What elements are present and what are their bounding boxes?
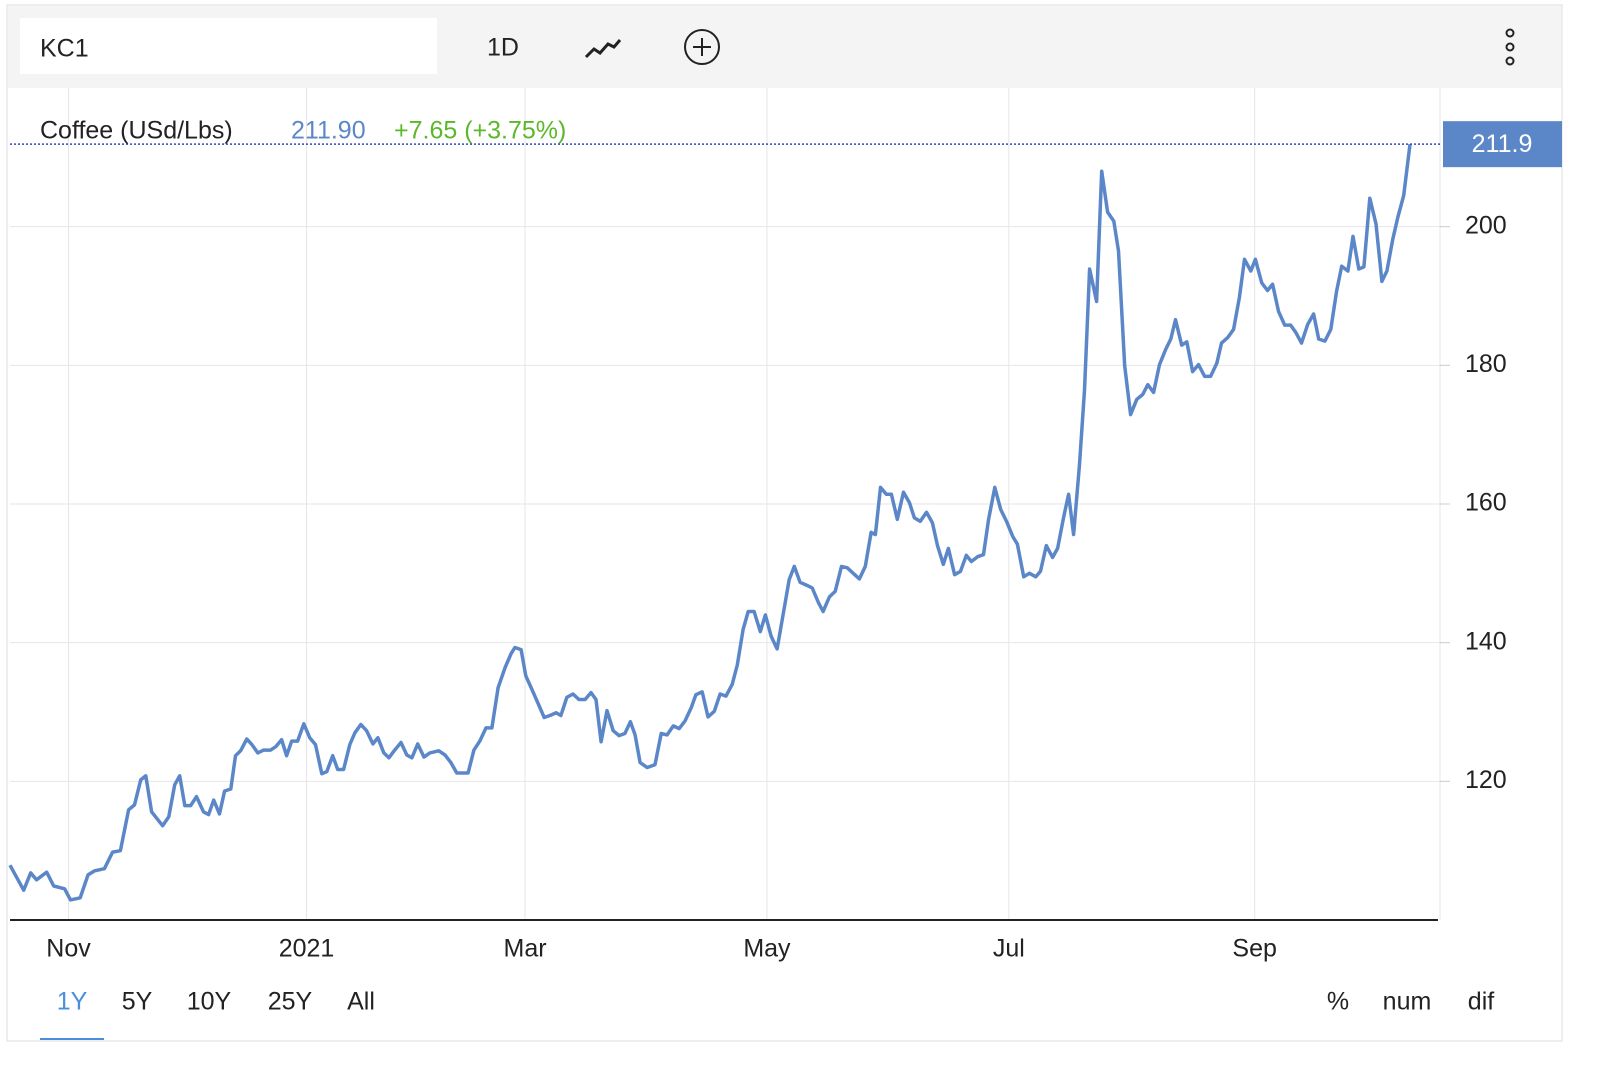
- add-button[interactable]: [684, 29, 720, 65]
- y-tick-label: 200: [1465, 211, 1507, 239]
- change: +7.65 (+3.75%): [394, 117, 566, 145]
- mode-button[interactable]: dif: [1468, 988, 1494, 1016]
- x-tick-label: 2021: [279, 935, 335, 963]
- y-tick-label: 120: [1465, 766, 1507, 794]
- x-tick-label: Jul: [993, 935, 1025, 963]
- symbol-input[interactable]: [20, 18, 437, 74]
- frame: [6, 4, 1563, 1042]
- x-tick-label: May: [743, 935, 791, 963]
- mode-button[interactable]: %: [1327, 988, 1349, 1016]
- chart-type-icon[interactable]: [584, 39, 622, 59]
- range-button[interactable]: 5Y: [122, 988, 153, 1016]
- last-value-badge-label: 211.9: [1472, 130, 1533, 158]
- interval-button[interactable]: 1D: [487, 34, 519, 62]
- range-button[interactable]: 1Y: [57, 988, 88, 1016]
- last-value-badge: [1443, 121, 1562, 168]
- symbol: KC1: [40, 35, 89, 63]
- range-button[interactable]: 25Y: [268, 988, 313, 1016]
- range-button[interactable]: All: [347, 988, 375, 1016]
- mode-button[interactable]: num: [1383, 988, 1432, 1016]
- price-line: [8, 143, 1412, 902]
- y-tick-label: 140: [1465, 627, 1507, 655]
- range-button[interactable]: 10Y: [187, 988, 232, 1016]
- last-value: 211.90: [291, 117, 366, 145]
- x-tick-label: Mar: [504, 935, 547, 963]
- menu-button[interactable]: [1505, 28, 1515, 66]
- x-tick-label: Sep: [1232, 935, 1276, 963]
- y-tick-label: 180: [1465, 350, 1507, 378]
- x-tick-label: Nov: [46, 935, 91, 963]
- y-tick-label: 160: [1465, 489, 1507, 517]
- series-name: Coffee (USd/Lbs): [40, 117, 233, 145]
